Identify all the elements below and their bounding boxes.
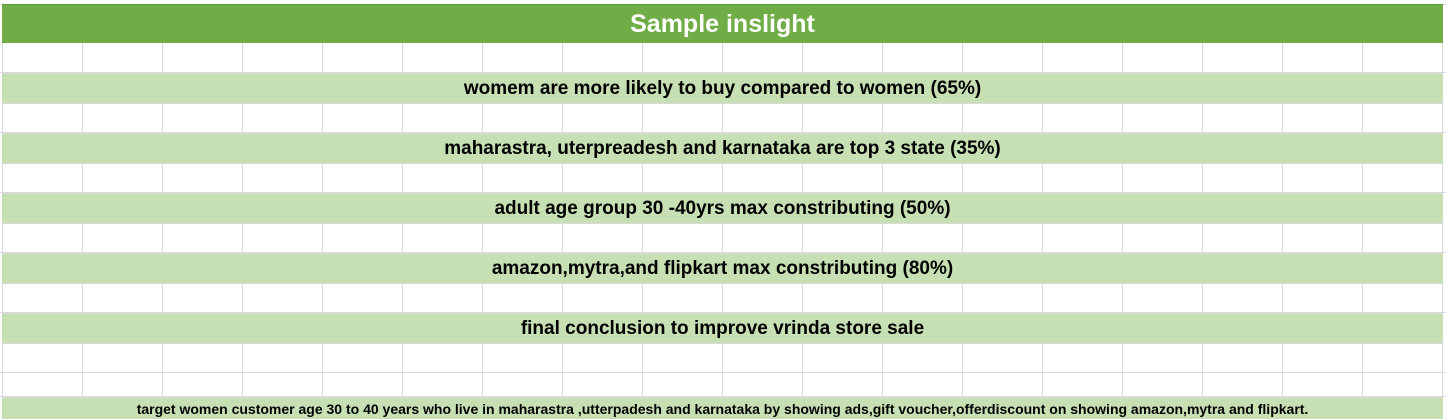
empty-row[interactable] [0, 283, 1446, 313]
title-cell[interactable]: Sample inslight [2, 4, 1443, 43]
empty-row[interactable] [0, 163, 1446, 193]
insight-cell-3[interactable]: adult age group 30 -40yrs max constribut… [2, 193, 1443, 224]
empty-row[interactable] [0, 223, 1446, 253]
insight-text: womem are more likely to buy compared to… [463, 77, 982, 99]
insight-cell-1[interactable]: womem are more likely to buy compared to… [2, 73, 1443, 104]
conclusion-note-text: target women customer age 30 to 40 years… [136, 400, 1309, 417]
conclusion-note-cell[interactable]: target women customer age 30 to 40 years… [2, 397, 1443, 419]
empty-row[interactable] [0, 43, 1446, 73]
empty-row[interactable] [0, 103, 1446, 133]
insight-text: maharastra, uterpreadesh and karnataka a… [444, 137, 1001, 159]
empty-row[interactable] [0, 373, 1446, 397]
title-text: Sample inslight [630, 9, 815, 38]
insight-text: amazon,mytra,and flipkart max constribut… [491, 257, 954, 279]
insight-text: adult age group 30 -40yrs max constribut… [494, 197, 951, 219]
insight-cell-4[interactable]: amazon,mytra,and flipkart max constribut… [2, 253, 1443, 284]
insight-cell-2[interactable]: maharastra, uterpreadesh and karnataka a… [2, 133, 1443, 164]
conclusion-heading-text: final conclusion to improve vrinda store… [520, 317, 925, 339]
empty-row[interactable] [0, 343, 1446, 373]
conclusion-heading-cell[interactable]: final conclusion to improve vrinda store… [2, 313, 1443, 344]
